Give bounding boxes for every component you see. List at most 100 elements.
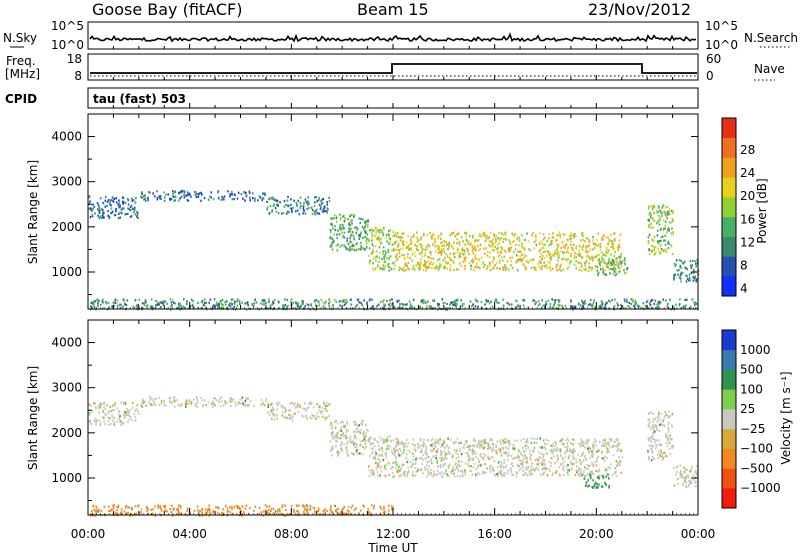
echo-cell [431,443,434,446]
beam-title: Beam 15 [357,0,429,19]
echo-cell [572,457,574,461]
echo-cell [134,505,137,508]
echo-cell [403,266,405,269]
nave-tick-top: 60 [706,52,721,66]
echo-cell [600,304,602,307]
echo-cell [289,207,292,210]
echo-cell [593,485,596,488]
echo-cell [130,209,132,212]
echo-cell [483,453,485,456]
echo-cell [355,422,357,425]
echo-cell [561,304,563,307]
echo-cell [519,467,522,470]
echo-cell [149,395,151,399]
echo-cell [535,238,537,241]
echo-cell [602,273,605,276]
echo-cell [607,441,609,444]
echo-cell [271,209,274,212]
echo-cell [272,413,275,416]
echo-cell [474,265,476,268]
echo-cell [341,223,344,227]
echo-cell [668,213,670,216]
echo-cell [97,214,99,217]
echo-cell [672,231,674,234]
echo-cell [394,456,397,459]
echo-cell [267,508,270,511]
echo-cell [591,463,594,466]
echo-cell [633,304,636,308]
echo-cell [372,469,375,472]
echo-cell [322,208,325,211]
echo-cell [570,461,573,464]
echo-cell [455,457,458,460]
echo-cell [464,260,467,263]
echo-cell [433,299,436,303]
echo-cell [333,217,335,220]
echo-cell [614,264,617,267]
echo-cell [154,505,156,508]
echo-cell [527,465,530,468]
echo-cell [178,304,181,307]
echo-cell [548,244,550,247]
echo-cell [502,446,504,449]
echo-cell [401,306,404,309]
echo-cell [595,444,597,447]
echo-cell [399,236,402,239]
echo-cell [401,464,403,467]
echo-cell [317,300,319,303]
echo-cell [691,465,693,468]
echo-cell [119,211,122,214]
echo-cell [437,248,439,251]
echo-cell [576,470,578,473]
echo-cell [297,510,300,513]
echo-cell [214,404,216,407]
echo-cell [327,208,329,211]
echo-cell [492,242,495,245]
echo-cell [229,195,231,198]
echo-cell [476,474,478,477]
colorbar-tick-label: 24 [740,166,755,180]
echo-cell [111,405,114,408]
echo-cell [449,307,451,310]
echo-cell [343,227,345,230]
echo-cell [489,470,492,473]
echo-cell [373,455,376,459]
echo-cell [441,241,443,244]
echo-cell [668,421,670,424]
echo-cell [407,449,410,452]
echo-cell [484,235,487,239]
echo-cell [366,233,369,236]
echo-cell [172,192,175,195]
echo-cell [510,463,513,466]
echo-cell [406,445,409,448]
echo-cell [515,254,518,257]
echo-cell [307,196,309,199]
echo-cell [541,242,544,245]
echo-cell [315,304,317,307]
echo-cell [378,238,381,241]
echo-cell [449,234,451,237]
echo-cell [490,448,493,451]
echo-cell [314,299,316,302]
echo-cell [328,200,331,203]
power-ylabel: Slant Range [km] [26,160,40,264]
echo-cell [660,251,662,254]
echo-cell [471,449,474,453]
echo-cell [600,261,603,264]
echo-cell [421,248,424,251]
echo-cell [529,259,532,262]
echo-cell [221,400,223,403]
echo-cell [481,456,483,460]
echo-cell [116,512,118,515]
echo-cell [680,260,683,263]
echo-cell [414,444,416,447]
echo-cell [528,470,531,473]
echo-cell [352,213,354,216]
echo-cell [571,438,574,441]
echo-cell [410,247,412,250]
echo-cell [318,415,320,419]
echo-cell [244,400,247,403]
echo-cell [212,511,214,514]
echo-cell [262,403,264,406]
echo-cell [604,482,607,485]
